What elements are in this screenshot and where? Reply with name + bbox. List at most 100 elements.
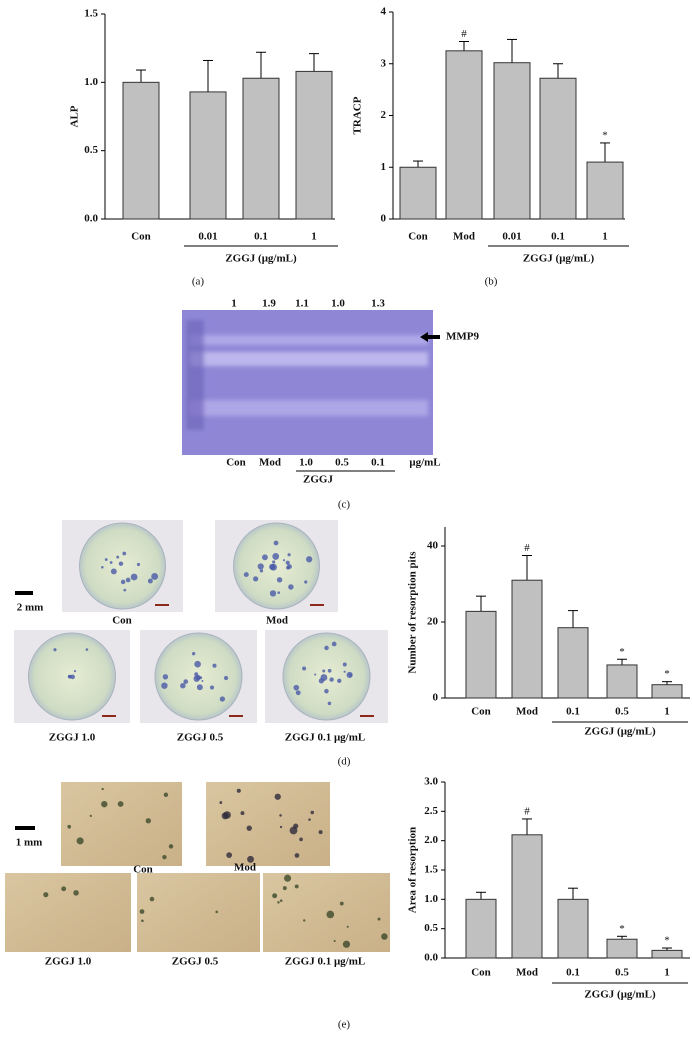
scale-bar <box>102 715 116 717</box>
pit <box>294 884 299 889</box>
significance-marker: # <box>461 28 467 40</box>
pit <box>381 933 388 940</box>
group-label: ZGGJ (μg/mL) <box>584 726 656 738</box>
y-tick-label: 0 <box>433 692 439 704</box>
pit <box>279 814 282 817</box>
pit <box>236 788 241 793</box>
y-tick-label: 3 <box>381 57 387 69</box>
y-axis-label: ALP <box>69 105 81 127</box>
pit <box>101 787 104 791</box>
pit <box>101 800 108 808</box>
y-tick-label: 0.5 <box>84 144 98 156</box>
x-tick-label: Mod <box>453 231 475 243</box>
x-tick-label: 1 <box>664 967 670 979</box>
bar <box>606 938 638 959</box>
pit <box>209 685 215 690</box>
pit <box>149 896 155 902</box>
photo-label: ZGGJ 1.0 <box>49 732 96 744</box>
intensity-label: 1.0 <box>331 298 345 310</box>
pit <box>272 553 280 560</box>
pit <box>53 648 57 652</box>
x-tick-label: 0.5 <box>615 967 629 979</box>
pit <box>285 560 290 565</box>
pit <box>240 811 245 816</box>
pit <box>136 562 141 567</box>
pit <box>269 563 276 570</box>
pit <box>294 853 300 858</box>
y-axis-label: Area of resorption <box>407 827 419 913</box>
band-label: MMP9 <box>446 331 479 343</box>
pit <box>262 554 268 561</box>
pit <box>212 663 217 668</box>
pit <box>163 792 169 797</box>
significance-marker: * <box>664 668 670 680</box>
dish <box>79 522 166 610</box>
pit <box>324 645 329 651</box>
pit <box>117 801 124 807</box>
pit <box>139 909 145 914</box>
pit <box>246 825 252 831</box>
y-tick-label: 2.5 <box>424 805 438 817</box>
pit <box>286 564 292 570</box>
pit <box>130 573 138 581</box>
photo-label: ZGGJ 0.1 μg/mL <box>285 956 366 968</box>
pit <box>183 679 189 684</box>
pit <box>318 678 325 684</box>
significance-marker: * <box>602 129 608 141</box>
pit <box>180 682 186 689</box>
pit <box>288 584 294 590</box>
x-tick-label: 1 <box>311 231 317 243</box>
pit <box>247 855 254 863</box>
bar <box>493 62 531 220</box>
photo-label: Con <box>112 615 132 627</box>
pit <box>318 830 323 835</box>
bar <box>651 949 683 959</box>
photo-label: ZGGJ 0.5 <box>172 956 219 968</box>
pit <box>299 837 303 842</box>
photo-label: ZGGJ 1.0 <box>45 956 92 968</box>
scale-bar <box>15 591 33 595</box>
x-tick-label: 0.5 <box>615 706 629 718</box>
pit <box>145 818 151 824</box>
pit <box>196 684 203 691</box>
x-tick-label: 0.01 <box>198 231 217 243</box>
pit <box>162 855 167 860</box>
pit <box>89 814 92 817</box>
photo-label: Mod <box>234 862 256 874</box>
pit <box>226 852 233 858</box>
y-tick-label: 0.5 <box>424 922 438 934</box>
scale-label: 2 mm <box>17 602 44 614</box>
scale-bar <box>15 826 35 830</box>
pit <box>109 561 113 564</box>
pit <box>67 674 72 679</box>
unit-label: μg/mL <box>409 457 440 469</box>
y-tick-label: 40 <box>427 540 439 552</box>
photo <box>263 873 390 952</box>
panel-label: (a) <box>192 276 205 288</box>
intensity-label: 1.1 <box>295 298 309 310</box>
pit <box>110 568 117 575</box>
lane-label: Con <box>226 457 246 469</box>
pit <box>223 811 231 819</box>
pit <box>306 556 313 563</box>
pit <box>201 680 204 683</box>
bar <box>539 77 577 220</box>
pit <box>219 801 223 804</box>
y-axis-label: Number of resorption pits <box>407 551 419 674</box>
lane-label: 0.1 <box>371 457 385 469</box>
pit <box>327 668 332 673</box>
pit <box>223 675 229 681</box>
pit <box>215 910 218 914</box>
y-tick-label: 3.0 <box>424 776 438 788</box>
group-label: ZGGJ (μg/mL) <box>225 253 297 265</box>
pit <box>194 660 201 668</box>
photos <box>5 520 390 952</box>
bar <box>586 161 624 220</box>
x-tick-label: Con <box>471 706 491 718</box>
pit <box>337 678 342 683</box>
x-tick-label: 0.1 <box>254 231 268 243</box>
pit <box>343 670 346 673</box>
panel-label: (e) <box>338 1019 351 1031</box>
y-tick-label: 2.0 <box>424 834 438 846</box>
